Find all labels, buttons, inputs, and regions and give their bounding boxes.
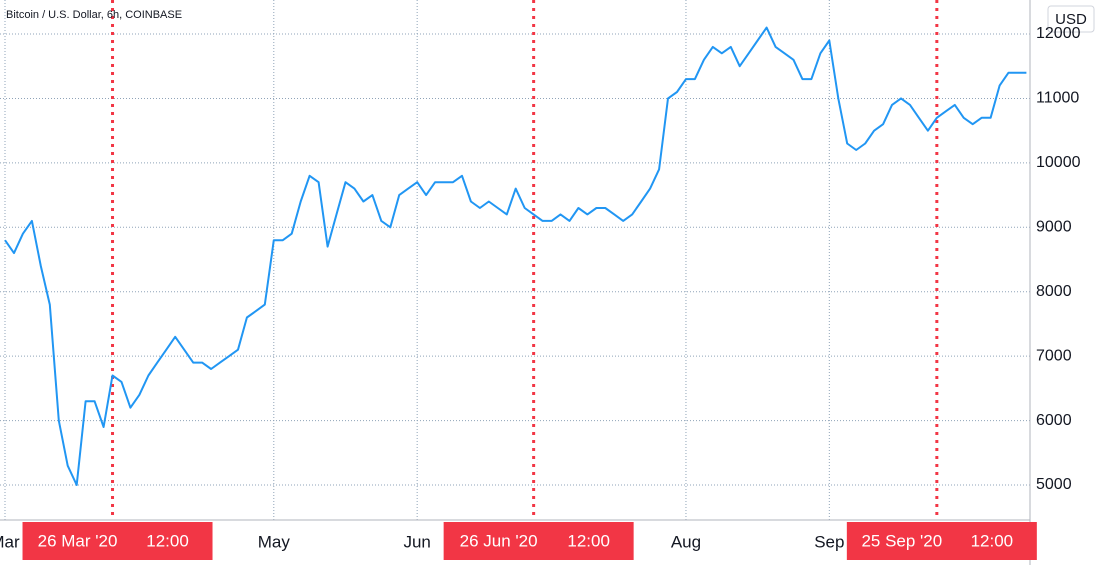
x-tick-label: May: [258, 532, 291, 551]
grid: [0, 0, 1030, 520]
y-tick-label: 6000: [1036, 412, 1072, 429]
x-tick-label: 25 Sep '20: [861, 531, 942, 550]
y-tick-label: 10000: [1036, 154, 1081, 171]
x-tick-label: 26 Jun '20: [460, 531, 538, 550]
y-tick-label: 7000: [1036, 347, 1072, 364]
x-tick-label: Aug: [671, 532, 701, 551]
chart-title: Bitcoin / U.S. Dollar, 6h, COINBASE: [6, 9, 182, 21]
x-tick-time: 12:00: [567, 531, 610, 550]
highlight-label-box: [846, 522, 1037, 560]
x-tick-label: 26 Mar '20: [38, 531, 118, 550]
highlight-label-box: [443, 522, 634, 560]
currency-box[interactable]: [1047, 5, 1095, 33]
currency-label[interactable]: USD: [1055, 11, 1087, 28]
y-tick-label: 5000: [1036, 476, 1072, 493]
axes: 5000 6000 7000 8000 9000 10000 11000 12000 Mar 26…: [0, 25, 1081, 560]
highlight-label-box: [22, 522, 213, 560]
y-tick-label: 8000: [1036, 283, 1072, 300]
price-line: [4, 26, 1027, 486]
x-tick-label: Sep: [814, 532, 844, 551]
x-tick-time: 12:00: [146, 531, 189, 550]
y-tick-label: 12000: [1036, 25, 1081, 42]
x-tick-label: Jun: [403, 532, 430, 551]
y-tick-label: 11000: [1036, 90, 1079, 107]
x-tick-label: Mar: [0, 532, 20, 551]
y-tick-label: 9000: [1036, 219, 1072, 236]
x-tick-time: 12:00: [971, 531, 1014, 550]
plot: [4, 0, 1027, 520]
